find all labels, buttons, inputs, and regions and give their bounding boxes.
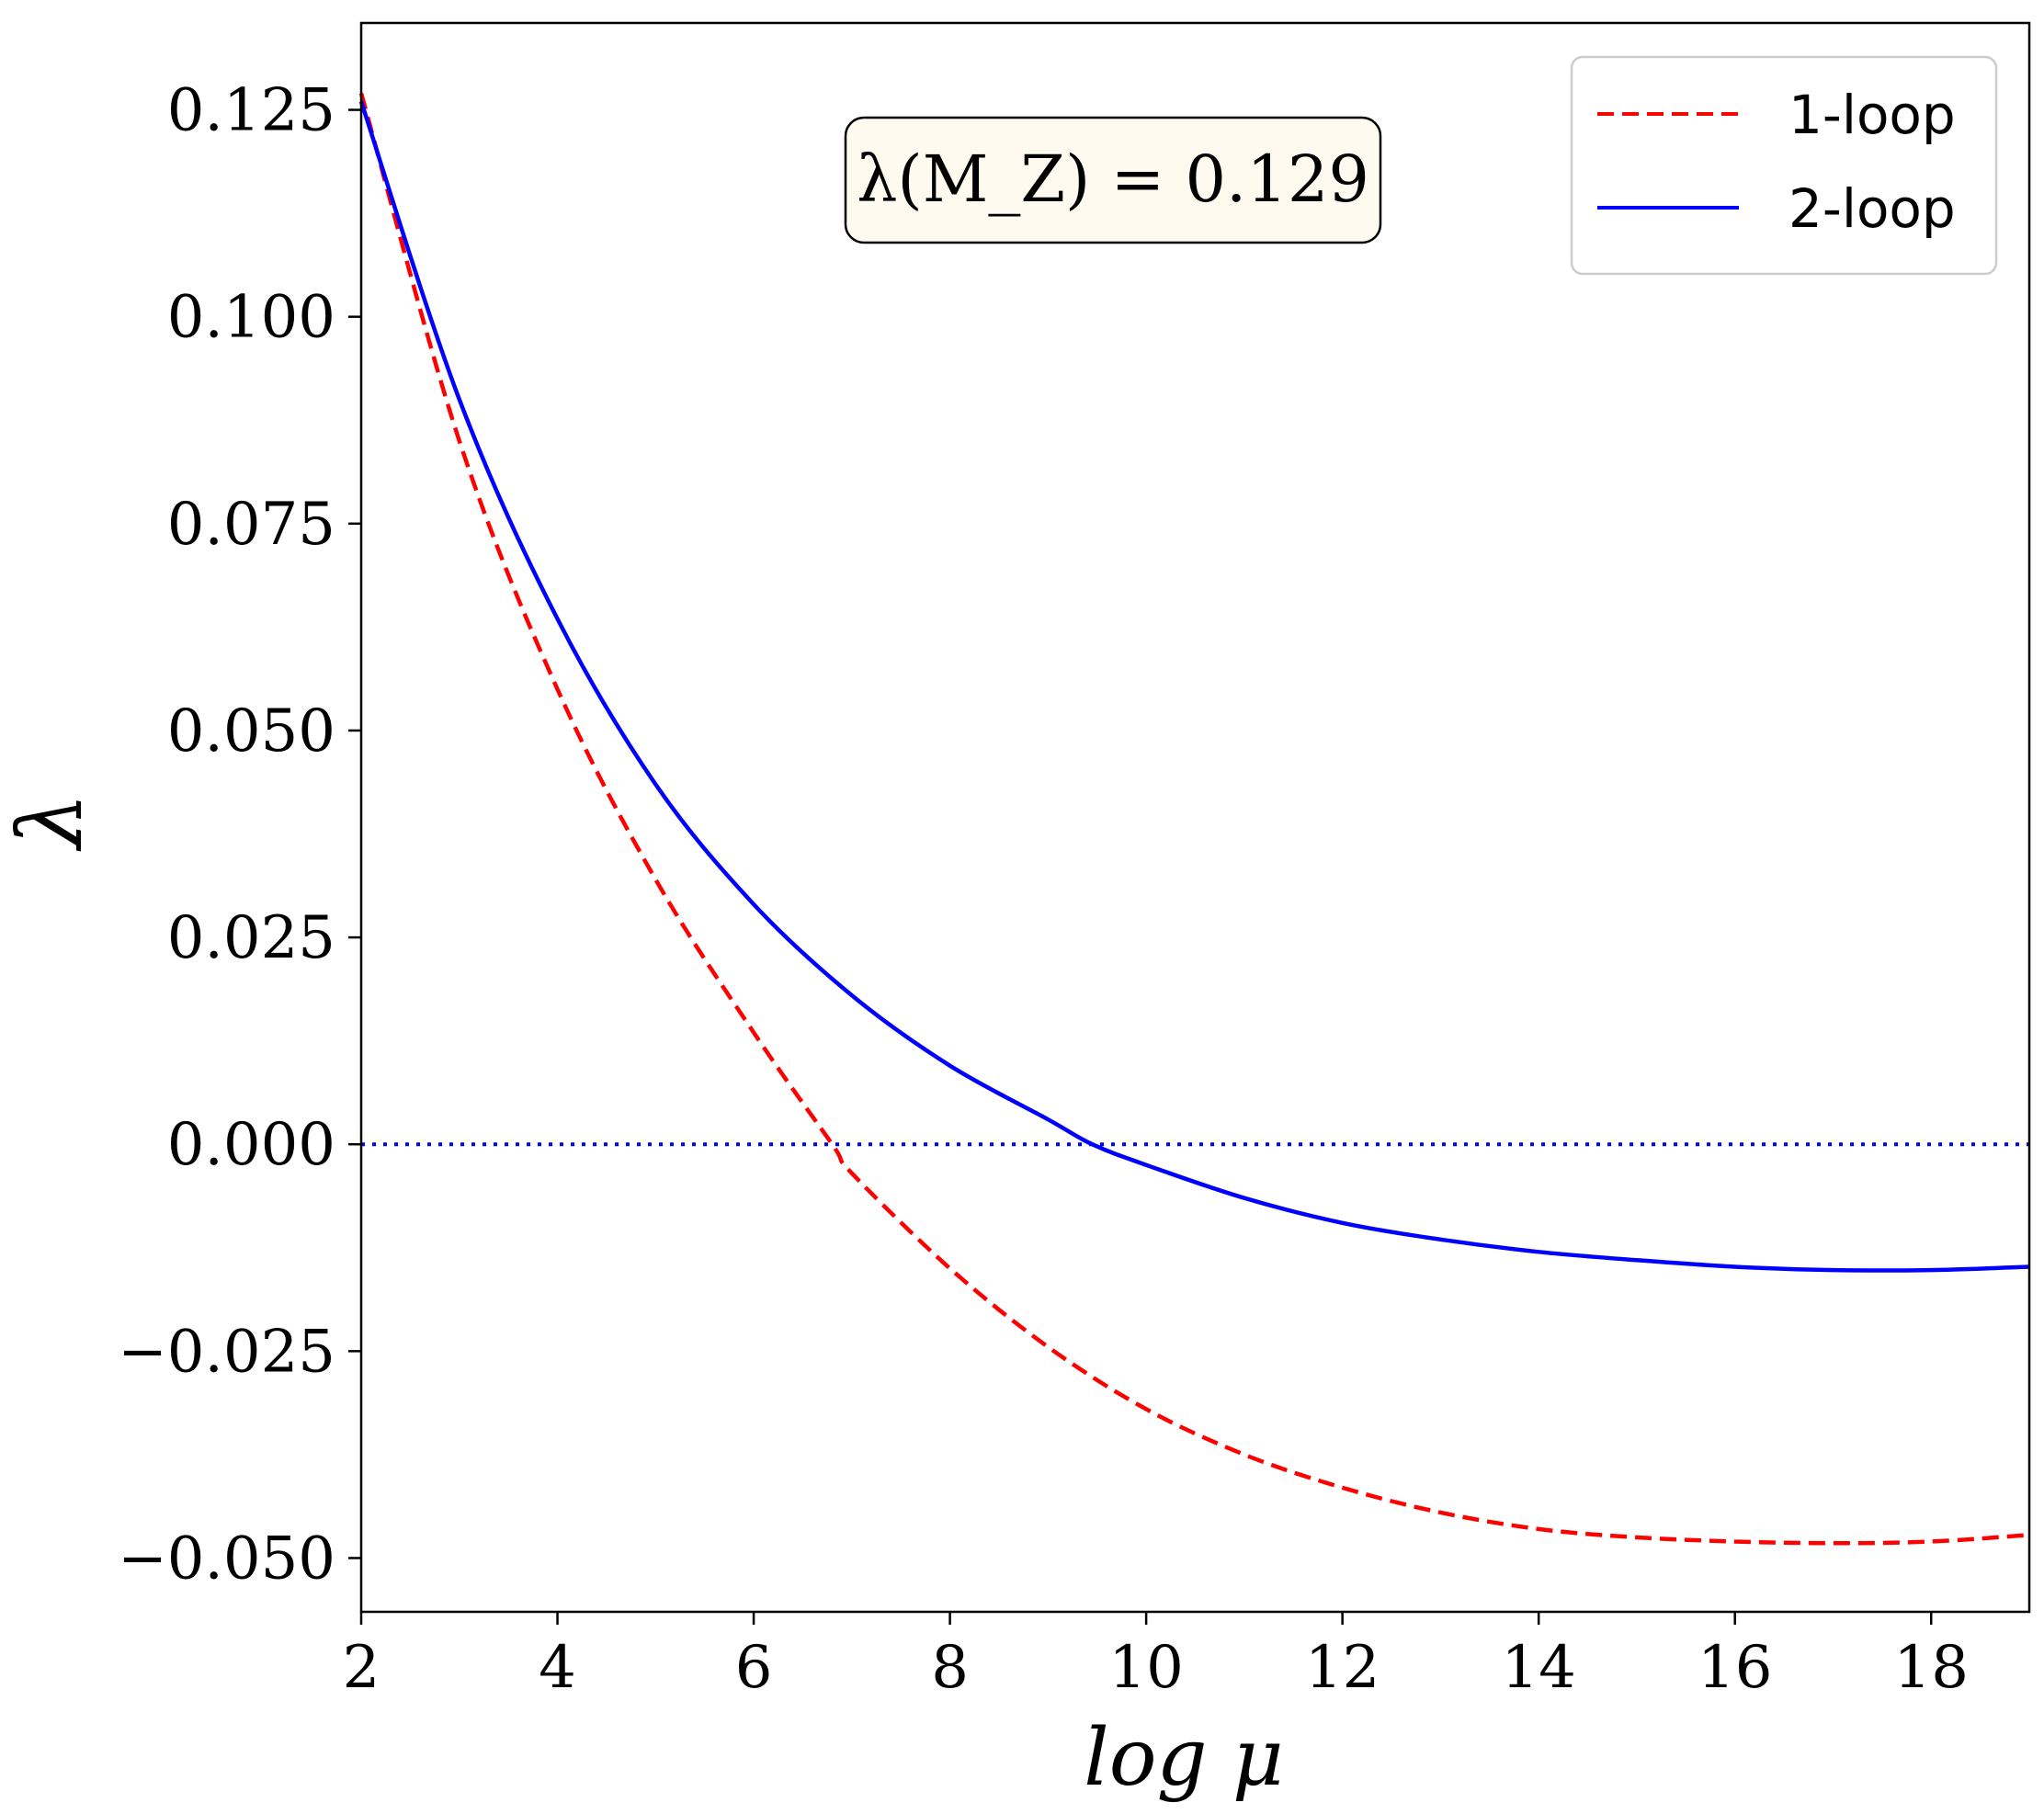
legend: 1-loop 2-loop (1570, 55, 1998, 276)
series-line-2-loop (358, 100, 2030, 1273)
x-tick-label: 10 (1108, 1634, 1183, 1702)
x-axis-ticks: 2 4 6 8 10 12 14 16 18 (343, 1612, 1969, 1702)
x-tick-label: 6 (735, 1634, 773, 1702)
y-axis-ticks: −0.050 −0.025 0.000 0.025 0.050 0.075 0.100 0.1… (118, 77, 361, 1593)
x-tick-label: 12 (1305, 1634, 1380, 1702)
legend-label-1-loop: 1-loop (1788, 84, 1956, 146)
x-tick-label: 8 (931, 1634, 969, 1702)
y-tick-label: −0.050 (118, 1525, 335, 1593)
x-tick-label: 4 (539, 1634, 576, 1702)
y-tick-label: 0.100 (167, 284, 335, 352)
series-line-1-loop (358, 92, 2030, 1546)
x-tick-label: 14 (1501, 1634, 1575, 1702)
y-tick-label: 0.000 (167, 1111, 335, 1179)
plot-frame (359, 21, 2031, 1614)
x-axis-label: log μ (1084, 1712, 1284, 1804)
annotation-box: λ(M_Z) = 0.129 (844, 116, 1382, 244)
y-tick-label: 0.125 (167, 77, 335, 145)
y-axis-label: λ (0, 793, 102, 853)
annotation-text: λ(M_Z) = 0.129 (857, 142, 1369, 217)
x-tick-label: 2 (343, 1634, 380, 1702)
legend-frame (1570, 55, 1998, 276)
y-tick-label: −0.025 (118, 1318, 335, 1386)
legend-label-2-loop: 2-loop (1788, 177, 1956, 240)
y-tick-label: 0.050 (167, 697, 335, 765)
y-tick-label: 0.025 (167, 904, 335, 972)
x-tick-label: 16 (1698, 1634, 1772, 1702)
y-tick-label: 0.075 (167, 491, 335, 559)
series-layer (358, 92, 2030, 1546)
x-tick-label: 18 (1894, 1634, 1969, 1702)
